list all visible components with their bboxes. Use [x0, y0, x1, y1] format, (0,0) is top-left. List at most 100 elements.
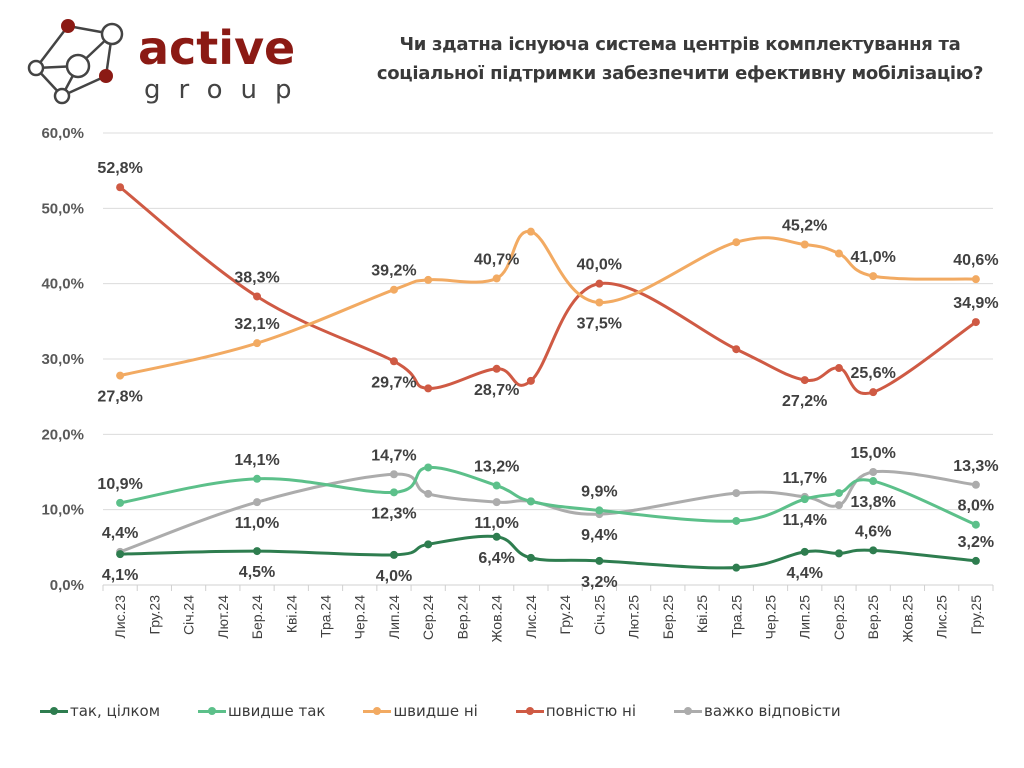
data-point [869, 388, 878, 397]
data-point [424, 540, 433, 549]
legend-label: швидше так [228, 702, 326, 720]
y-tick-label: 10,0% [41, 502, 84, 519]
data-label: 4,6% [855, 523, 891, 540]
data-label: 28,7% [474, 382, 519, 399]
data-label: 9,4% [581, 527, 617, 544]
legend-item: так, цілком [40, 700, 160, 722]
data-point [971, 318, 980, 327]
x-tick-label: Жов.24 [489, 595, 505, 643]
legend-swatch-icon [515, 707, 544, 715]
legend-label: повністю ні [545, 702, 636, 720]
data-label: 13,8% [851, 494, 896, 511]
chart-title-line-2: соціальної підтримки забезпечити ефектив… [376, 63, 984, 84]
data-label: 52,8% [97, 160, 142, 177]
data-point [526, 553, 535, 562]
data-point [253, 474, 262, 483]
x-tick-label: Січ.25 [591, 595, 607, 635]
legend-item: важко відповісти [674, 700, 841, 722]
data-point [732, 563, 741, 572]
data-point [869, 477, 878, 486]
x-tick-label: Лют.24 [215, 595, 231, 639]
x-tick-label: Чер.24 [352, 595, 368, 640]
data-point [732, 345, 741, 354]
data-point [526, 227, 535, 236]
legend-item: швидше так [198, 700, 325, 722]
logo-word-active: active [138, 21, 295, 75]
x-tick-label: Кві.25 [694, 595, 710, 633]
data-point [389, 550, 398, 559]
x-tick-label: Тра.24 [318, 595, 334, 638]
data-point [389, 470, 398, 479]
data-point [595, 556, 604, 565]
data-label: 34,9% [953, 295, 998, 312]
data-label: 4,4% [786, 565, 822, 582]
data-label: 11,0% [474, 515, 518, 532]
data-point [116, 183, 125, 192]
data-label: 37,5% [577, 316, 622, 333]
data-label: 11,7% [782, 470, 826, 487]
data-point [732, 489, 741, 498]
legend-swatch-icon [198, 707, 227, 715]
data-label: 41,0% [851, 249, 896, 266]
data-point [526, 497, 535, 506]
data-point [492, 498, 501, 507]
x-tick-label: Лют.25 [626, 595, 642, 639]
x-tick-label: Сер.25 [831, 595, 847, 640]
data-point [253, 498, 262, 507]
y-tick-label: 30,0% [41, 351, 84, 368]
legend-label: так, цілком [70, 702, 161, 720]
data-label: 40,6% [953, 252, 998, 269]
data-point [116, 550, 125, 559]
data-label: 32,1% [234, 316, 279, 333]
data-label: 9,9% [581, 483, 617, 500]
data-point [424, 275, 433, 284]
data-point [492, 364, 501, 373]
data-point [116, 498, 125, 507]
data-point [595, 506, 604, 515]
x-tick-label: Кві.24 [283, 595, 299, 633]
y-tick-label: 50,0% [41, 200, 84, 217]
data-point [595, 279, 604, 288]
legend-label: швидше ні [393, 702, 478, 720]
data-point [971, 480, 980, 489]
data-point [834, 549, 843, 558]
x-tick-label: Лис.25 [934, 595, 950, 639]
chart-legend: так, цілком швидше так швидше ні повністю н… [40, 700, 1000, 722]
data-point [389, 285, 398, 294]
data-point [869, 272, 878, 281]
data-label: 14,7% [371, 447, 416, 464]
data-label: 27,2% [782, 393, 827, 410]
x-tick-label: Тра.25 [728, 595, 744, 638]
x-tick-label: Чер.25 [763, 595, 779, 640]
x-tick-label: Гру.23 [146, 595, 162, 635]
data-labels: 4,1% 4,5% 4,0% 6,4% 3,2% 4,4% 4,6% 3,2% 10,9% 14,… [97, 160, 998, 591]
data-point [424, 463, 433, 472]
data-label: 29,7% [371, 374, 416, 391]
chart-title-line-1: Чи здатна існуюча система центрів компле… [399, 34, 961, 55]
data-label: 13,3% [953, 458, 998, 475]
data-point [389, 357, 398, 366]
data-label: 12,3% [371, 505, 416, 522]
x-axis: Лис.23 Гру.23 Січ.24 Лют.24 Бер.24 Кві.24 Тра.… [102, 584, 994, 643]
data-label: 4,4% [102, 525, 138, 542]
data-point [424, 384, 433, 393]
data-label: 4,5% [239, 564, 275, 581]
data-point [389, 488, 398, 497]
data-point [424, 489, 433, 498]
data-label: 25,6% [851, 365, 896, 382]
x-tick-label: Гру.24 [557, 595, 573, 635]
data-label: 8,0% [958, 498, 994, 515]
data-label: 11,0% [235, 515, 279, 532]
data-label: 4,1% [102, 567, 138, 584]
data-label: 10,9% [97, 476, 142, 493]
x-tick-label: Січ.24 [181, 595, 197, 635]
data-label: 15,0% [851, 445, 896, 462]
x-tick-label: Бер.25 [660, 595, 676, 639]
data-point [800, 240, 809, 249]
data-point [971, 275, 980, 284]
y-tick-label: 20,0% [41, 426, 84, 443]
data-label: 27,8% [97, 389, 142, 406]
data-point [492, 274, 501, 283]
x-tick-label: Гру.25 [968, 595, 984, 635]
x-tick-label: Сер.24 [420, 595, 436, 640]
